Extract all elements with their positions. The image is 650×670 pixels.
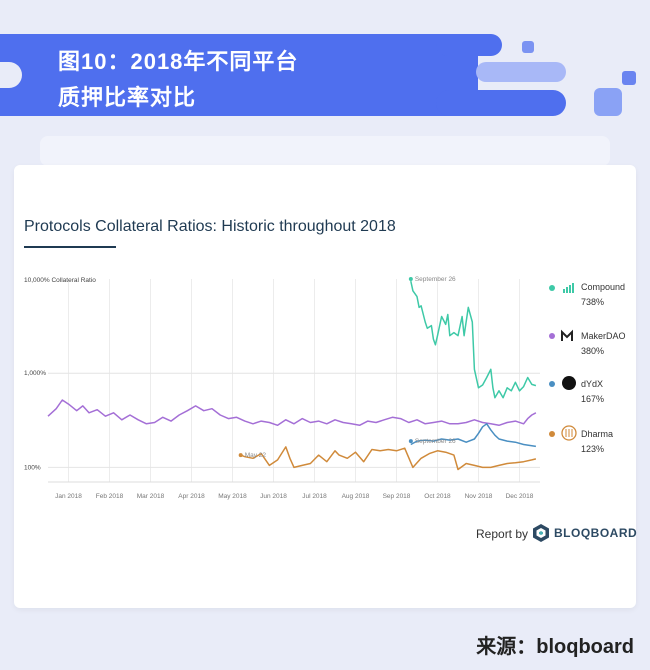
y-tick-label: 100%: [24, 464, 41, 471]
x-tick-label: Aug 2018: [342, 493, 370, 500]
banner-decoration-light: [476, 62, 566, 82]
series-line-compound: [410, 280, 537, 399]
compound-icon: [569, 285, 571, 293]
x-tick-label: Jan 2018: [55, 493, 82, 500]
decor-square: [594, 88, 622, 116]
dharma-icon: [561, 425, 577, 441]
source-credit: 来源：bloqboard: [476, 636, 634, 658]
legend-label-dydx: dYdX: [581, 379, 604, 389]
annotation-label: September 26: [415, 276, 456, 283]
chart-title: Protocols Collateral Ratios: Historic th…: [24, 218, 396, 235]
legend-dot-dharma: [549, 431, 555, 437]
legend-value-compound: 738%: [581, 297, 605, 307]
x-tick-label: Mar 2018: [137, 493, 165, 500]
x-tick-label: Sep 2018: [383, 493, 411, 500]
annotation-label: September 26: [415, 438, 456, 445]
x-tick-label: Jul 2018: [302, 493, 327, 500]
dydx-icon: [562, 376, 576, 390]
legend-label-dharma: Dharma: [581, 429, 614, 439]
series-line-dydx: [410, 423, 537, 448]
makerdao-icon: [561, 329, 573, 341]
title-banner: [0, 34, 478, 116]
annotation-marker: [238, 453, 243, 458]
banner-decoration: [436, 90, 566, 116]
y-tick-label: 1,000%: [24, 370, 46, 377]
report-by-label: Report by: [476, 527, 529, 541]
legend-label-makerdao: MakerDAO: [581, 331, 626, 341]
dharma-icon: [565, 429, 573, 437]
x-tick-label: Apr 2018: [178, 493, 205, 500]
chart-card: [14, 165, 636, 608]
x-tick-label: Nov 2018: [465, 493, 493, 500]
annotation-marker: [408, 439, 413, 444]
x-tick-label: Oct 2018: [424, 493, 451, 500]
legend-dot-dydx: [549, 381, 555, 387]
bloqboard-brand: BLOQBOARD: [554, 526, 638, 540]
x-tick-label: Jun 2018: [260, 493, 287, 500]
series-line-makerdao: [47, 399, 537, 427]
banner-notch: [0, 62, 22, 88]
series-line-dharma: [240, 446, 537, 471]
legend-value-dydx: 167%: [581, 394, 605, 404]
x-tick-label: May 2018: [218, 493, 247, 500]
decor-square: [522, 41, 534, 53]
legend-label-compound: Compound: [581, 282, 626, 292]
panel-shadow: [40, 136, 610, 166]
legend-value-makerdao: 380%: [581, 346, 605, 356]
banner-title-line1: 图10：2018年不同平台: [58, 49, 299, 74]
bloqboard-logo-icon: [533, 524, 549, 542]
annotation-label: May 22: [245, 452, 267, 459]
legend-dot-compound: [549, 285, 555, 291]
annotation-marker: [408, 277, 413, 281]
compound-icon: [572, 283, 574, 293]
compound-icon: [566, 287, 568, 293]
banner-title-line2: 质押比率对比: [58, 85, 197, 110]
compound-icon: [563, 289, 565, 293]
legend-dot-makerdao: [549, 333, 555, 339]
x-tick-label: Feb 2018: [96, 493, 124, 500]
legend-value-dharma: 123%: [581, 444, 605, 454]
x-tick-label: Dec 2018: [506, 493, 534, 500]
title-underline: [24, 246, 116, 248]
decor-square: [622, 71, 636, 85]
y-axis-label: 10,000% Collateral Ratio: [24, 277, 96, 284]
banner-decoration: [436, 34, 502, 56]
